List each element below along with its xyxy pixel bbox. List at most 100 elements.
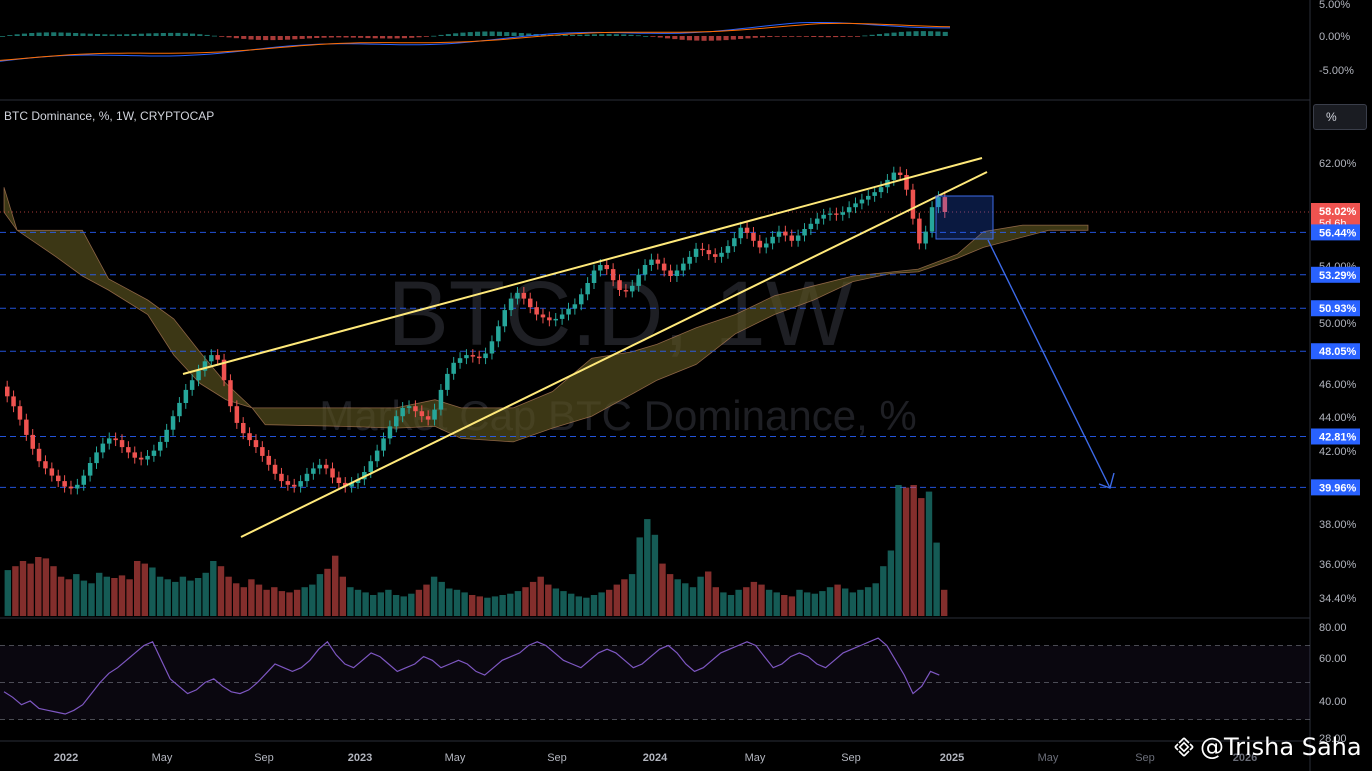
volume-bar	[933, 542, 940, 616]
oscillator-bar	[767, 36, 773, 37]
oscillator-bar	[51, 32, 57, 36]
candle-body	[802, 229, 807, 236]
oscillator-bar	[526, 33, 532, 36]
oscillator-bar	[197, 34, 203, 36]
volume-bar	[743, 587, 750, 616]
oscillator-bar	[168, 32, 174, 36]
candle-body	[349, 482, 354, 487]
candle-body	[68, 486, 74, 489]
candle-body	[253, 440, 259, 448]
oscillator-bar	[913, 31, 919, 36]
candle-body	[917, 218, 922, 244]
oscillator-bar	[723, 36, 729, 41]
volume-bar	[666, 574, 674, 616]
candle-body	[81, 475, 86, 485]
oscillator-bar	[599, 34, 605, 36]
oscillator-bar	[175, 32, 181, 36]
candle-body	[859, 199, 865, 204]
oscillator-bar	[394, 36, 400, 39]
candle-body	[738, 227, 743, 239]
symbol-title[interactable]: BTC Dominance, %, 1W, CRYPTOCAP	[4, 109, 215, 123]
candle-body	[547, 317, 552, 321]
volume-bar	[727, 595, 735, 616]
volume-bar	[811, 593, 818, 616]
rsi-line	[3, 637, 940, 715]
volume-bar	[583, 597, 590, 616]
candle-body	[343, 482, 348, 487]
candle-body	[821, 214, 826, 219]
oscillator-bar	[906, 31, 912, 36]
volume-bar	[362, 592, 369, 616]
candle-body	[368, 461, 373, 472]
volume-bar	[461, 592, 468, 616]
candle-body	[610, 269, 616, 281]
oscillator-bar	[686, 36, 692, 41]
candle-body	[840, 212, 845, 215]
price-tick-label: 34.40%	[1319, 593, 1357, 605]
candle-body	[132, 452, 137, 458]
oscillator-bar	[942, 31, 948, 36]
volume-bar	[263, 589, 270, 616]
candle-body	[783, 231, 788, 236]
percent-scale-button[interactable]: %	[1313, 104, 1367, 130]
candle-body	[260, 447, 265, 456]
candle-body	[808, 223, 814, 229]
level-tag-5	[1311, 428, 1360, 445]
volume-bar	[240, 587, 247, 616]
volume-bar	[385, 589, 392, 616]
candle-body	[381, 438, 386, 451]
oscillator-bar	[643, 36, 649, 37]
candle-body	[119, 440, 125, 448]
volume-bar	[628, 574, 636, 616]
oscillator-bar	[635, 35, 641, 37]
oscillator-bar	[124, 34, 130, 36]
volume-bar	[758, 584, 765, 616]
oscillator-bar	[328, 36, 334, 38]
oscillator-bar	[102, 34, 108, 36]
oscillator-tick-label: 5.00%	[1319, 0, 1350, 11]
candle-body	[311, 468, 316, 474]
oscillator-line-fast	[0, 22, 950, 62]
candle-body	[770, 236, 775, 244]
volume-bar	[4, 570, 11, 616]
oscillator-bar	[708, 36, 714, 41]
binance-diamond-icon	[1174, 737, 1194, 757]
oscillator-bar	[21, 33, 27, 36]
volume-bar	[370, 595, 377, 616]
oscillator-bar	[153, 33, 159, 36]
volume-bar	[19, 561, 27, 616]
volume-bar	[278, 591, 286, 616]
oscillator-bar	[219, 36, 225, 37]
volume-bar	[636, 537, 643, 616]
volume-bar	[134, 561, 141, 616]
oscillator-bar	[255, 36, 261, 40]
oscillator-bar	[380, 36, 386, 39]
candle-body	[279, 473, 284, 482]
oscillator-bar	[606, 34, 612, 36]
oscillator-bar	[840, 36, 846, 37]
oscillator-bar	[869, 34, 875, 36]
volume-bar	[735, 589, 742, 616]
volume-bar	[804, 592, 811, 616]
level-tag-1	[1311, 224, 1360, 241]
candle-body	[196, 370, 201, 381]
candle-body	[674, 270, 680, 276]
last-price-value: 58.02%	[1319, 206, 1357, 218]
candle-body	[43, 461, 48, 469]
oscillator-bar	[423, 36, 429, 37]
volume-bar	[765, 589, 773, 616]
candle-body	[419, 411, 425, 417]
volume-bar	[590, 595, 598, 616]
candle-body	[617, 280, 622, 290]
candle-body	[891, 172, 897, 180]
oscillator-bar	[796, 36, 802, 37]
volume-bar	[849, 592, 856, 616]
volume-bar	[925, 491, 933, 616]
rsi-tick-label: 60.00	[1319, 653, 1347, 665]
oscillator-bar	[401, 36, 407, 39]
level-tag-label-1: 56.44%	[1319, 227, 1357, 239]
candle-body	[732, 238, 737, 247]
volume-bar	[514, 591, 522, 616]
oscillator-bar	[928, 31, 934, 36]
